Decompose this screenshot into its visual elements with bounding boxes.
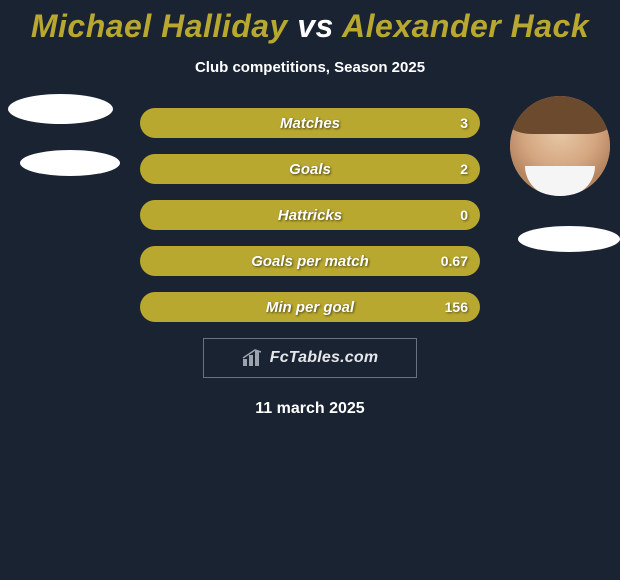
date: 11 march 2025 [0, 400, 620, 418]
player1-name: Michael Halliday [31, 8, 288, 44]
bar-chart-icon [242, 349, 264, 367]
decorative-oval [20, 150, 120, 176]
watermark: FcTables.com [203, 338, 417, 378]
stat-row-matches: Matches 3 [140, 108, 480, 138]
stat-row-min-per-goal: Min per goal 156 [140, 292, 480, 322]
stat-label: Min per goal [266, 299, 354, 316]
decorative-oval [518, 226, 620, 252]
stat-value-right: 3 [460, 115, 468, 131]
stat-row-goals: Goals 2 [140, 154, 480, 184]
stat-value-right: 2 [460, 161, 468, 177]
vs-text: vs [297, 8, 334, 44]
stat-value-right: 0.67 [441, 253, 468, 269]
subtitle: Club competitions, Season 2025 [0, 59, 620, 76]
stat-label: Matches [280, 115, 340, 132]
stat-value-right: 0 [460, 207, 468, 223]
decorative-oval [8, 94, 113, 124]
avatar-hair [510, 96, 610, 134]
avatar-shirt [525, 166, 595, 196]
stat-label: Hattricks [278, 207, 342, 224]
player2-name: Alexander Hack [342, 8, 589, 44]
stats-area: Matches 3 Goals 2 Hattricks 0 Goals per … [0, 108, 620, 322]
stat-bars: Matches 3 Goals 2 Hattricks 0 Goals per … [140, 108, 480, 322]
comparison-title: Michael Halliday vs Alexander Hack [0, 0, 620, 45]
player2-avatar [510, 96, 610, 196]
stat-label: Goals [289, 161, 331, 178]
stat-value-right: 156 [445, 299, 468, 315]
stat-row-goals-per-match: Goals per match 0.67 [140, 246, 480, 276]
stat-label: Goals per match [251, 253, 369, 270]
stat-row-hattricks: Hattricks 0 [140, 200, 480, 230]
watermark-text: FcTables.com [270, 349, 379, 367]
